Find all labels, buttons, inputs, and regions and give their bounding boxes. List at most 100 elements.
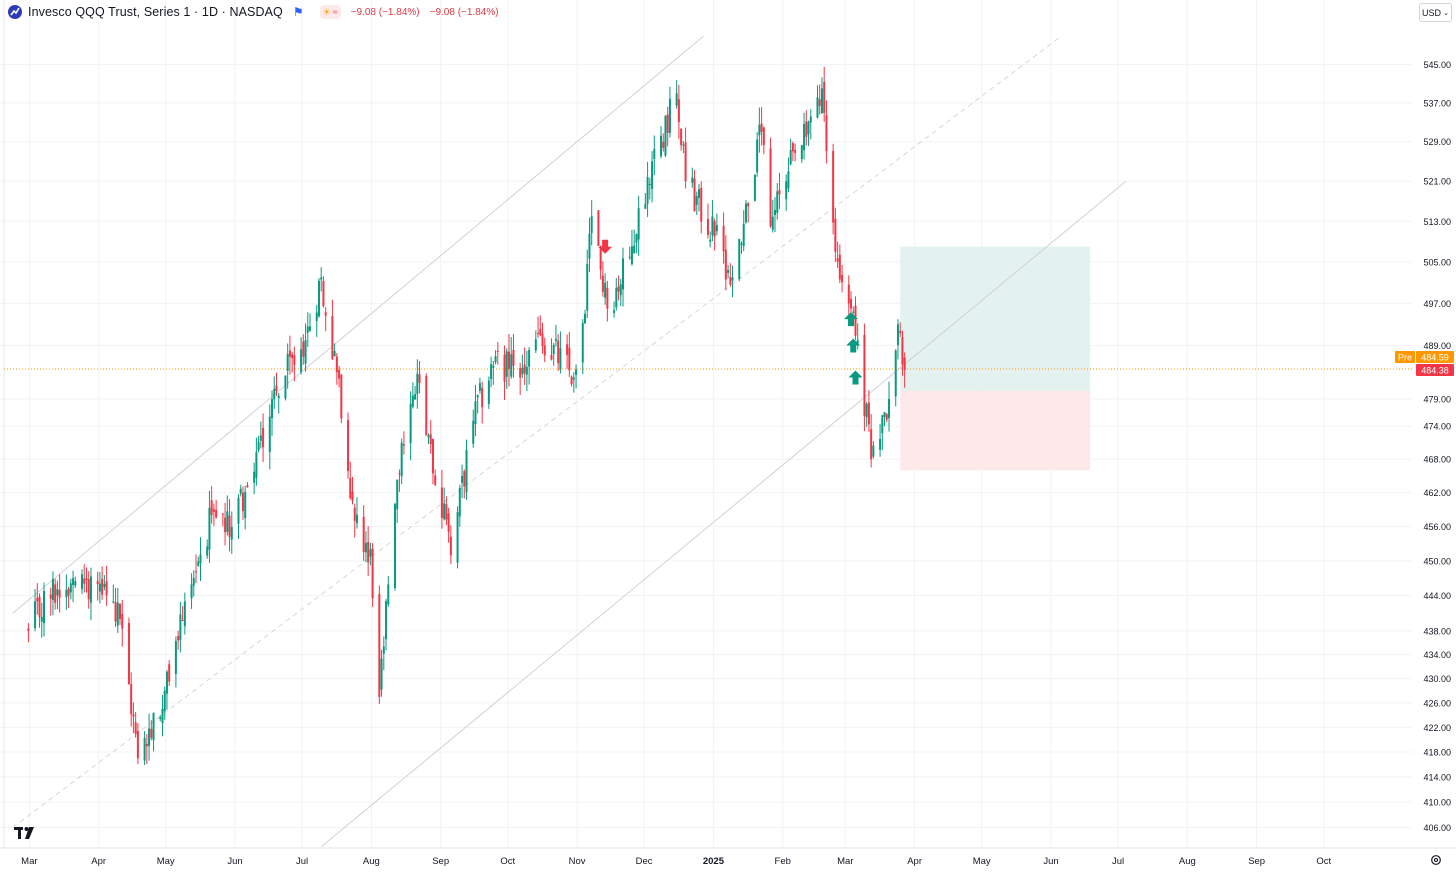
candle-body — [112, 601, 115, 603]
candle-body — [293, 355, 296, 365]
candle-body — [896, 324, 899, 346]
candle-body — [863, 334, 866, 417]
candle-body — [324, 312, 327, 316]
candle-body — [646, 177, 649, 204]
flag-icon[interactable]: ⚑ — [292, 5, 304, 19]
candle-body — [803, 124, 806, 151]
candle-body — [304, 340, 307, 364]
candle-body — [465, 449, 468, 493]
candle-body — [349, 477, 352, 499]
candle-body — [89, 576, 92, 603]
candle-body — [150, 728, 153, 738]
pre-price-tag: 484.59 — [1421, 353, 1449, 363]
time-axis-bg — [0, 848, 1456, 869]
candle-body — [132, 714, 135, 717]
candle-body — [34, 601, 37, 629]
candle-body — [224, 517, 227, 533]
candle-body — [847, 284, 850, 304]
candle-body — [554, 338, 557, 341]
candle-body — [675, 93, 678, 106]
candle-body — [834, 218, 837, 252]
candle-body — [400, 442, 403, 477]
candle-body — [693, 178, 696, 212]
time-tick-label: Jul — [296, 856, 308, 867]
session-pill[interactable]: ☀ ≈ — [319, 5, 341, 19]
candle-body — [161, 708, 164, 724]
price-axis[interactable]: 545.00 537.00 529.00 521.00 513.00 505.00 497.… — [1412, 0, 1456, 848]
candle-body — [246, 485, 249, 488]
candle-body — [666, 114, 669, 133]
candle-body — [476, 394, 479, 398]
candle-body — [604, 282, 607, 298]
candle-body — [385, 601, 388, 640]
channel-boundary — [12, 35, 704, 614]
time-tick-label: Mar — [21, 856, 37, 867]
price-change-1: −9.08 (−1.84%) — [350, 6, 420, 18]
currency-selector[interactable]: USD ⌄ — [1419, 3, 1452, 22]
time-tick-label: Jun — [227, 856, 242, 867]
time-tick-label: Sep — [432, 856, 449, 867]
candle-body — [872, 445, 875, 457]
candle-body — [322, 280, 325, 307]
candle-body — [570, 376, 573, 385]
candle-body — [505, 351, 508, 377]
price-tick-label: 422.00 — [1423, 723, 1451, 733]
candle-body — [472, 420, 475, 444]
price-tick-label: 426.00 — [1423, 698, 1451, 708]
candle-body — [836, 258, 839, 262]
candle-body — [615, 287, 618, 308]
candle-body — [402, 444, 405, 446]
price-tick-label: 497.00 — [1423, 299, 1451, 309]
candle-body — [709, 239, 712, 242]
tradingview-logo-icon[interactable] — [14, 826, 38, 845]
chevron-down-icon: ⌄ — [1443, 9, 1449, 17]
candle-body — [740, 243, 743, 245]
gear-icon[interactable] — [1430, 853, 1442, 871]
candle-body — [648, 184, 651, 186]
candle-body — [575, 369, 578, 375]
candle-body — [67, 588, 70, 596]
candle-body — [760, 123, 763, 132]
candle-body — [519, 368, 522, 378]
candle-body — [823, 82, 826, 113]
candle-body — [431, 438, 434, 474]
candle-body — [414, 394, 417, 400]
candle-body — [715, 225, 718, 232]
long-position-tool[interactable] — [900, 246, 1091, 471]
time-tick-label: Feb — [775, 856, 791, 867]
candle-body — [49, 594, 52, 599]
candle-body — [787, 171, 790, 189]
candle-body — [199, 554, 202, 564]
candle-body — [541, 333, 544, 346]
candle-body — [371, 548, 374, 599]
candle-body — [65, 589, 68, 598]
channel-midline — [12, 35, 1062, 828]
candle-body — [210, 500, 213, 516]
trend-channel[interactable] — [12, 35, 1127, 848]
candle-body — [818, 99, 821, 107]
candle-body — [56, 589, 59, 596]
candle-body — [396, 479, 399, 510]
candle-body — [440, 487, 443, 518]
candle-body — [794, 150, 797, 154]
candle-body — [369, 549, 372, 557]
candle-body — [543, 345, 546, 356]
candle-body — [116, 602, 119, 626]
candle-body — [347, 420, 350, 471]
candle-body — [241, 492, 244, 512]
candle-body — [559, 348, 562, 370]
pre-tag-bg — [1395, 351, 1415, 363]
time-axis[interactable]: Mar Apr May Jun Jul Aug Sep Oct Nov Dec 2025 Feb Mar… — [0, 847, 1456, 869]
candle-body — [98, 583, 101, 592]
symbol-title[interactable]: Invesco QQQ Trust, Series 1 · 1D · NASDA… — [28, 5, 283, 19]
last-price-tag-bg — [1416, 364, 1454, 376]
candle-body — [271, 399, 274, 419]
candle-body — [566, 344, 569, 355]
candle-body — [637, 208, 640, 240]
time-tick-label: Jun — [1043, 856, 1058, 867]
candle-body — [539, 328, 542, 335]
candle-body — [747, 203, 750, 207]
symbol-legend[interactable]: Invesco QQQ Trust, Series 1 · 1D · NASDA… — [8, 4, 499, 20]
